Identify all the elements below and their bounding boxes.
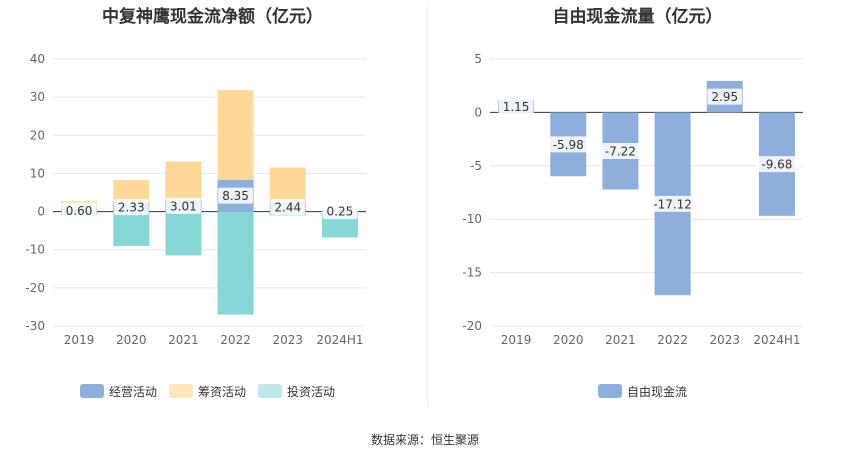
data-label-2023: 2.95 <box>711 90 738 104</box>
bar-筹资活动-2020 <box>113 180 150 203</box>
data-label-2020: 2.33 <box>118 201 145 215</box>
legend-swatch-investing <box>258 384 283 398</box>
y-tick-label: -10 <box>25 243 45 257</box>
y-tick-label: -20 <box>462 319 482 333</box>
data-label-2024H1: 0.25 <box>327 205 354 219</box>
legend-swatch-free-cash-flow <box>598 384 622 398</box>
x-tick-label: 2020 <box>553 333 584 347</box>
data-label-2024H1: -9.68 <box>761 158 792 172</box>
legend-swatch-financing <box>169 384 194 398</box>
data-label-2023: 2.44 <box>274 200 301 214</box>
free-cash-flow-chart: 5 0 -5 -10 -15 -20 2019 2020 2021 2022 2023 2024H1 1… <box>462 52 803 347</box>
legend-item-free-cash-flow[interactable]: 自由现金流 <box>598 383 687 400</box>
left-chart-title: 中复神鹰现金流净额（亿元） <box>102 7 323 27</box>
y-tick-label: -20 <box>25 281 45 295</box>
legend-swatch-operating <box>80 384 104 398</box>
data-label-2021: 3.01 <box>170 199 197 213</box>
data-label-bg <box>498 98 534 115</box>
y-tick-label: -15 <box>462 266 482 280</box>
data-label-bg <box>218 187 253 204</box>
data-label-2019: 0.60 <box>66 204 93 218</box>
data-label-bg <box>707 88 743 105</box>
x-tick-label: 2023 <box>272 333 303 347</box>
data-label-2022: -17.12 <box>653 197 692 211</box>
legend-label-investing: 投资活动 <box>287 384 336 399</box>
data-label-2019: 1.15 <box>503 100 530 114</box>
x-tick-label: 2022 <box>657 333 688 347</box>
y-tick-label: -10 <box>462 212 482 226</box>
right-chart-title: 自由现金流量（亿元） <box>552 7 723 27</box>
data-label-2022: 8.35 <box>222 189 249 203</box>
bar-投资活动-2020 <box>113 211 150 246</box>
data-label-bg <box>270 198 306 215</box>
x-tick-label: 2019 <box>501 333 532 347</box>
data-label-2020: -5.98 <box>553 138 584 152</box>
data-label-bg <box>113 199 149 216</box>
y-tick-label: 30 <box>30 90 45 104</box>
bar-筹资活动-2022 <box>217 90 254 180</box>
x-tick-label: 2021 <box>605 333 636 347</box>
x-tick-label: 2024H1 <box>316 333 363 347</box>
x-tick-label: 2022 <box>220 333 251 347</box>
x-tick-label: 2021 <box>168 333 199 347</box>
left-legend: 经营活动 筹资活动 投资活动 <box>80 382 347 400</box>
data-label-bg <box>755 156 798 173</box>
x-tick-label: 2024H1 <box>753 333 800 347</box>
cash-flow-net-chart: 40 30 20 10 0 -10 -20 -30 2019 2020 2021 2022 2023 20… <box>25 52 366 347</box>
legend-label-free-cash-flow: 自由现金流 <box>627 384 688 399</box>
data-label-bg <box>599 142 642 159</box>
legend-item-operating[interactable]: 经营活动 <box>80 383 157 400</box>
data-source-note: 数据来源：恒生聚源 <box>370 433 479 447</box>
x-tick-label: 2023 <box>709 333 740 347</box>
x-tick-label: 2020 <box>116 333 147 347</box>
y-tick-label: 0 <box>474 105 482 119</box>
legend-label-operating: 经营活动 <box>109 384 158 399</box>
bar-投资活动-2022 <box>217 211 254 315</box>
bar-投资活动-2021 <box>165 211 202 256</box>
y-tick-label: 40 <box>30 52 45 66</box>
bar-筹资活动-2021 <box>165 161 202 201</box>
data-label-bg <box>547 136 590 153</box>
y-tick-label: 10 <box>30 166 45 180</box>
data-label-2021: -7.22 <box>605 144 636 158</box>
legend-item-financing[interactable]: 筹资活动 <box>169 383 246 400</box>
data-label-bg <box>647 195 698 212</box>
data-label-bg <box>166 197 201 214</box>
y-tick-label: 5 <box>474 52 482 66</box>
legend-label-financing: 筹资活动 <box>198 384 247 399</box>
y-tick-label: 20 <box>30 128 45 142</box>
x-tick-label: 2019 <box>64 333 95 347</box>
chart-divider <box>427 6 428 406</box>
data-label-bg <box>322 203 358 220</box>
y-tick-label: 0 <box>37 205 45 219</box>
data-label-bg <box>61 202 97 219</box>
y-tick-label: -5 <box>470 159 482 173</box>
legend-item-investing[interactable]: 投资活动 <box>258 383 335 400</box>
y-tick-label: -30 <box>25 319 45 333</box>
bar-筹资活动-2023 <box>269 167 306 203</box>
right-legend: 自由现金流 <box>598 382 699 400</box>
